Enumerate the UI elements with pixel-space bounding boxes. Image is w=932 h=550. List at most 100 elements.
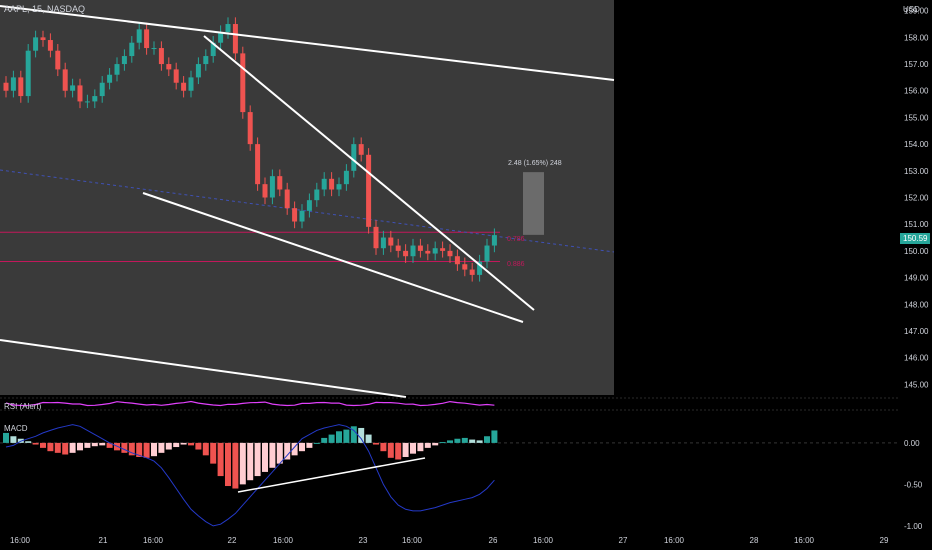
rsi-label[interactable]: RSI (Alert) [4,402,42,411]
macd-bar-3 [25,441,32,443]
macd-bar-12 [91,442,98,447]
macd-bar-34 [254,442,261,477]
x-tick-7: 26 [489,536,498,545]
candle-body-26 [195,64,201,78]
candle-body-0 [3,82,9,91]
price-axis: 159.00 158.00 157.00 156.00 155.00 154.00 153.… [904,7,929,390]
channel-lower [0,339,407,398]
candle-body-14 [107,74,113,83]
macd-bar-13 [99,442,106,446]
y-tick-0: 159.00 [904,7,929,16]
macd-divergence-line [237,457,426,493]
macd-bar-65 [484,436,490,443]
y-tick-8: 151.00 [904,220,929,229]
channel-upper [0,5,615,81]
candle-body-32 [240,53,246,113]
candle-body-58 [432,248,438,254]
candle-body-10 [77,85,83,102]
symbol-header: AAPL, 15, NASDAQ [4,4,86,14]
macd-bar-43 [321,437,328,443]
macd-bar-39 [291,442,298,456]
time-axis: 16:00 21 16:00 22 16:00 23 16:00 26 16:00 27 16:00… [10,536,889,545]
macd-bar-4 [32,442,39,445]
macd-bar-11 [84,442,91,448]
x-tick-11: 28 [750,536,759,545]
macd-bar-32 [239,442,246,485]
candle-body-34 [255,144,261,185]
candle-body-39 [292,208,298,222]
macd-bar-37 [276,442,283,464]
wedge-lower [142,192,524,323]
candle-body-56 [417,245,423,251]
candle-body-51 [380,237,386,249]
macd-bar-30 [225,442,231,487]
macd-bar-9 [69,442,76,453]
candle-body-47 [351,144,357,171]
macd-bar-19 [143,442,150,458]
candle-body-45 [336,184,342,190]
candle-body-20 [151,48,157,50]
macd-bar-44 [328,434,335,443]
macd-bar-21 [158,442,165,453]
x-tick-0: 16:00 [10,536,31,545]
candle-body-24 [181,82,187,91]
macd-bar-54 [402,442,409,457]
x-tick-12: 16:00 [794,536,815,545]
macd-bar-53 [395,442,402,460]
x-tick-6: 16:00 [402,536,423,545]
macd-bar-35 [262,442,268,472]
macd-bar-56 [417,442,424,452]
macd-bar-61 [454,438,461,443]
candle-body-65 [484,245,490,262]
fib-label-0786: 0.786 [507,236,525,243]
x-tick-13: 29 [880,536,889,545]
macd-bar-29 [217,442,224,477]
candle-body-48 [358,144,364,155]
macd-bar-20 [151,442,157,457]
macd-bar-33 [247,442,254,481]
macd-bar-31 [232,442,239,489]
candle-body-25 [188,77,194,91]
macd-bar-36 [269,442,276,468]
y-tick-1: 158.00 [904,33,929,42]
macd-bar-45 [336,431,342,443]
shade-rect [0,0,614,395]
candle-body-62 [462,264,468,270]
candle-body-55 [410,245,416,257]
x-tick-4: 16:00 [273,536,294,545]
macd-bar-26 [195,442,202,450]
candle-body-54 [403,250,409,257]
macd-bar-28 [210,442,217,464]
macd-bar-18 [136,442,143,457]
macd-bar-55 [410,442,416,454]
candle-body-16 [121,56,127,65]
candle-body-57 [425,250,431,254]
candle-body-35 [262,184,268,198]
candle-body-29 [218,32,224,43]
macd-bar-52 [387,442,394,458]
x-tick-8: 16:00 [533,536,554,545]
macd-bar-60 [447,440,453,443]
last-price-tag: 150.59 [900,233,931,244]
candle-body-5 [40,37,46,41]
candle-body-7 [55,50,61,70]
trend-lines [0,5,615,398]
horizontal-levels [0,169,615,263]
macd-bar-22 [165,442,172,450]
macd-bar-51 [380,442,387,452]
x-tick-1: 21 [99,536,108,545]
measure-box [523,172,544,235]
macd-bar-62 [461,437,468,443]
candle-body-12 [92,96,98,102]
candle-body-27 [203,56,209,65]
macd-label[interactable]: MACD [4,424,28,433]
macd-bar-17 [128,442,135,456]
macd-bar-64 [476,440,483,443]
y-tick-13: 146.00 [904,354,929,363]
x-tick-10: 16:00 [664,536,685,545]
candle-body-38 [284,189,290,209]
y-tick-11: 148.00 [904,300,929,309]
y-tick-7: 152.00 [904,194,929,203]
macd-bar-40 [299,442,305,452]
